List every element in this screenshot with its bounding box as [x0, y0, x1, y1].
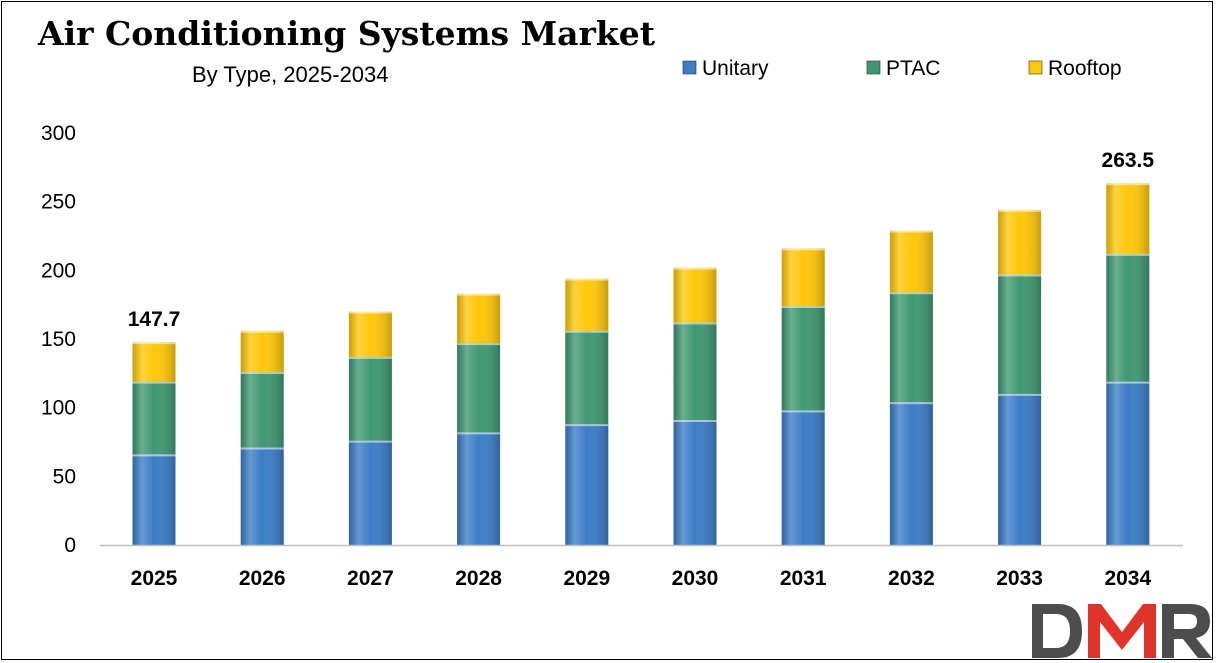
bar-segment-shading [889, 292, 933, 403]
bar-segment-shading [132, 342, 176, 382]
x-tick-label: 2031 [780, 567, 827, 590]
y-tick-label: 50 [53, 465, 76, 488]
bar-segment-shading [348, 311, 392, 357]
x-tick-label: 2033 [996, 567, 1043, 590]
y-tick-label: 0 [64, 534, 76, 557]
x-tick-label: 2026 [239, 567, 286, 590]
x-tick-label: 2029 [563, 567, 610, 590]
bar-segment-shading [998, 393, 1042, 545]
bar-segment-shading [457, 293, 501, 344]
y-tick-label: 100 [41, 397, 76, 420]
bar-segment-shading [457, 343, 501, 433]
legend-label-ptac: PTAC [886, 57, 940, 80]
bar-segment-shading [673, 420, 717, 545]
legend: Unitary PTAC Rooftop [682, 57, 1122, 80]
legend-swatch-ptac [866, 60, 881, 75]
x-tick-label: 2028 [455, 567, 502, 590]
bar-segment-shading [889, 230, 933, 293]
bar-segment-shading [240, 447, 284, 545]
bar-segment-shading [673, 322, 717, 421]
data-label-total: 147.7 [128, 308, 181, 331]
x-tick-label: 2034 [1104, 567, 1151, 590]
bar-segment-shading [781, 410, 825, 545]
x-tick-label: 2025 [131, 567, 178, 590]
bar-segment-shading [673, 267, 717, 323]
bar-segment-shading [132, 381, 176, 455]
data-labels: 147.7 263.5 [128, 149, 1155, 331]
data-label-total: 263.5 [1102, 149, 1155, 172]
y-tick-label: 150 [41, 328, 76, 351]
legend-swatch-rooftop [1028, 60, 1043, 75]
bar-segment-shading [565, 424, 609, 545]
bar-segment-shading [1106, 183, 1150, 254]
bar-segment-shading [565, 278, 609, 331]
x-tick-label: 2032 [888, 567, 935, 590]
legend-label-unitary: Unitary [702, 57, 769, 80]
bar-segment-shading [781, 306, 825, 411]
y-tick-label: 200 [41, 259, 76, 282]
x-tick-label: 2030 [672, 567, 719, 590]
y-axis: 0 50 100 150 200 250 300 [41, 122, 76, 557]
bar-segment-shading [240, 330, 284, 372]
bars [132, 183, 1150, 545]
bar-segment-shading [457, 432, 501, 545]
x-tick-label: 2027 [347, 567, 394, 590]
bar-segment-shading [348, 356, 392, 441]
y-tick-label: 300 [41, 122, 76, 145]
logo-m-shape [1088, 604, 1156, 658]
legend-label-rooftop: Rooftop [1048, 57, 1122, 80]
bar-segment-shading [1106, 381, 1150, 545]
bar-segment-shading [132, 454, 176, 545]
bar-segment-shading [565, 330, 609, 425]
logo-d-shape [1032, 604, 1082, 658]
logo-r-shape [1162, 604, 1212, 658]
bar-segment-shading [348, 440, 392, 545]
bar-segment-shading [998, 274, 1042, 394]
chart-title: Air Conditioning Systems Market [38, 14, 655, 53]
chart-subtitle: By Type, 2025-2034 [192, 62, 389, 87]
dmr-logo [1032, 604, 1212, 658]
y-tick-label: 250 [41, 191, 76, 214]
bar-segment-shading [781, 248, 825, 307]
legend-swatch-unitary [682, 60, 697, 75]
bar-segment-shading [240, 371, 284, 448]
bar-segment-shading [889, 402, 933, 545]
x-axis: 2025 2026 2027 2028 2029 2030 2031 2032 2033 2034 [100, 544, 1183, 590]
bar-segment-shading [1106, 253, 1150, 382]
bar-segment-shading [998, 209, 1042, 275]
